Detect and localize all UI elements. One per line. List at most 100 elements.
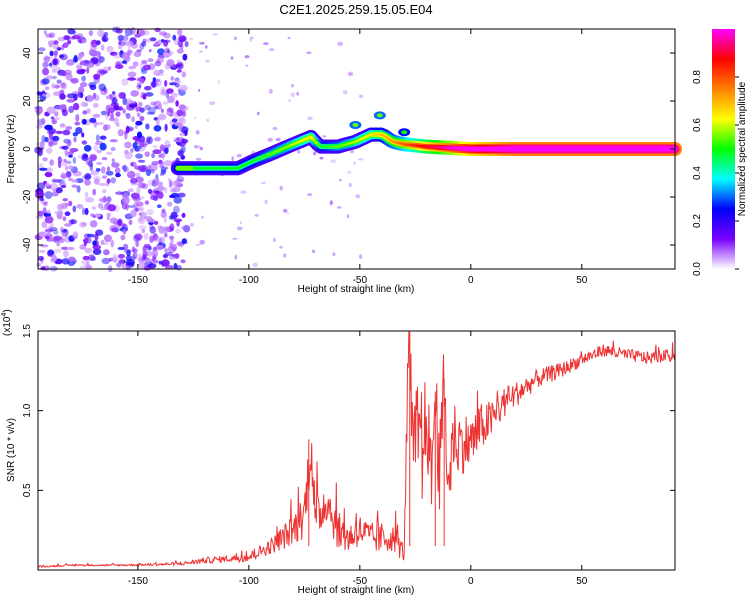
noise-speckle: [132, 248, 138, 253]
noise-speckle: [106, 166, 111, 172]
noise-speckle: [90, 170, 100, 176]
noise-speckle: [49, 50, 54, 57]
noise-speckle: [48, 140, 52, 148]
noise-speckle: [169, 223, 175, 232]
noise-speckle: [347, 71, 354, 77]
noise-speckle: [96, 40, 101, 46]
noise-speckle: [56, 242, 60, 247]
noise-speckle: [307, 193, 313, 197]
noise-speckle: [105, 112, 109, 120]
noise-speckle: [199, 50, 203, 53]
noise-speckle: [103, 32, 109, 37]
noise-speckle: [58, 54, 64, 59]
noise-speckle: [76, 33, 84, 38]
noise-speckle: [166, 111, 171, 116]
noise-speckle: [82, 110, 88, 115]
noise-speckle: [44, 191, 53, 200]
noise-speckle: [126, 50, 132, 56]
noise-speckle: [141, 60, 148, 65]
noise-speckle: [126, 249, 131, 257]
noise-speckle: [131, 255, 136, 261]
noise-speckle: [206, 118, 210, 122]
noise-speckle: [56, 79, 62, 84]
noise-speckle: [149, 235, 155, 243]
noise-speckle: [199, 147, 203, 151]
noise-speckle: [135, 120, 143, 126]
noise-speckle: [89, 154, 97, 161]
noise-speckle: [48, 32, 56, 38]
noise-speckle: [101, 36, 109, 42]
noise-speckle: [144, 200, 150, 205]
noise-speckle: [349, 72, 352, 76]
noise-speckle: [162, 226, 170, 233]
noise-speckle: [140, 62, 144, 69]
noise-speckle: [194, 116, 196, 120]
noise-speckle: [101, 156, 108, 161]
noise-speckle: [296, 91, 300, 96]
noise-speckle: [102, 189, 107, 194]
noise-speckle: [86, 61, 95, 68]
noise-speckle: [290, 83, 295, 88]
noise-speckle: [180, 259, 186, 264]
noise-speckle: [110, 146, 116, 152]
noise-speckle: [283, 253, 287, 258]
snr-frame: [37, 330, 676, 571]
noise-speckle: [62, 42, 69, 48]
noise-speckle: [94, 178, 100, 185]
noise-speckle: [93, 73, 101, 80]
noise-speckle: [358, 94, 364, 99]
noise-speckle: [86, 174, 92, 179]
noise-speckle: [130, 161, 137, 167]
noise-speckle: [175, 100, 179, 107]
noise-speckle: [68, 151, 74, 155]
noise-speckle: [182, 53, 188, 61]
noise-speckle: [163, 160, 173, 167]
noise-speckle: [68, 256, 76, 262]
noise-speckle: [174, 38, 179, 46]
noise-speckle: [157, 191, 164, 200]
noise-speckle: [139, 206, 145, 212]
noise-speckle: [155, 78, 162, 87]
noise-speckle: [41, 265, 46, 271]
noise-speckle: [144, 85, 152, 91]
noise-speckle: [152, 145, 158, 149]
noise-speckle: [126, 40, 134, 47]
noise-speckle: [44, 86, 50, 91]
spectrogram-panel: -150 -100 -50 0 50 -40 -20 0 20 40 Height of str…: [6, 26, 682, 295]
noise-speckle: [45, 33, 53, 38]
noise-speckle: [107, 204, 117, 212]
noise-speckle: [114, 167, 121, 174]
noise-speckle: [111, 227, 118, 233]
snr-x-tick-label: -150: [128, 576, 148, 587]
noise-speckle: [72, 156, 77, 164]
noise-speckle: [154, 178, 159, 184]
noise-speckle: [141, 69, 148, 75]
noise-speckle: [78, 86, 85, 94]
noise-speckle: [124, 141, 132, 149]
noise-speckle: [66, 98, 76, 103]
noise-speckle: [73, 136, 77, 143]
noise-speckle: [53, 50, 59, 56]
noise-speckle: [78, 39, 83, 44]
noise-speckle: [153, 79, 161, 82]
noise-speckle: [63, 250, 69, 258]
noise-speckle: [117, 92, 125, 99]
noise-speckle: [99, 135, 107, 140]
noise-speckle: [123, 54, 131, 63]
noise-speckle: [65, 72, 73, 81]
noise-speckle: [170, 211, 178, 220]
noise-speckle: [42, 207, 47, 215]
noise-speckle: [60, 174, 68, 179]
noise-speckle: [72, 231, 79, 239]
noise-speckle: [80, 39, 87, 44]
noise-speckle: [176, 264, 182, 271]
noise-speckle: [138, 84, 142, 88]
noise-speckle: [80, 222, 87, 227]
noise-speckle: [106, 151, 113, 155]
noise-speckle: [176, 59, 182, 65]
noise-speckle: [217, 79, 220, 84]
noise-speckle: [279, 185, 283, 191]
noise-speckle: [45, 225, 54, 230]
snr-panel: -150 -100 -50 0 50 0.5 1.0 1.5 (x104) Height o…: [1, 309, 676, 596]
noise-speckle: [50, 183, 58, 191]
